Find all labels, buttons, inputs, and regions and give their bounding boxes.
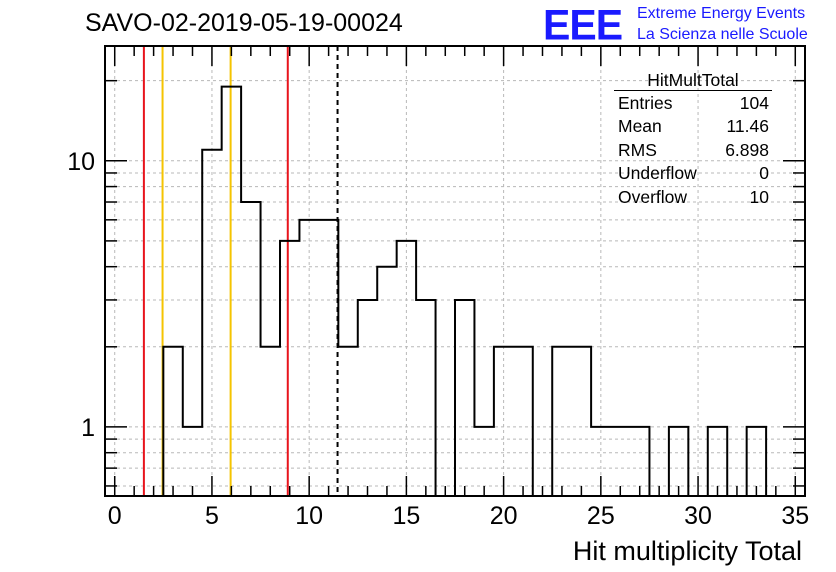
stats-label: Entries — [618, 93, 673, 113]
stats-title: HitMultTotal — [614, 70, 772, 91]
stats-label: Mean — [618, 116, 662, 137]
x-tick-label: 30 — [684, 502, 712, 530]
axis-labels: 0 5 10 15 20 25 30 35 1 10 — [67, 148, 809, 530]
x-tick-label: 15 — [392, 502, 420, 530]
stats-row-underflow: Underflow 0 — [611, 162, 775, 185]
stats-row-rms: RMS 6.898 — [611, 139, 775, 162]
x-tick-label: 5 — [205, 502, 219, 530]
stats-value: 6.898 — [725, 139, 769, 160]
y-tick-label: 1 — [81, 414, 95, 442]
stats-value: 10 — [749, 186, 769, 207]
x-tick-label: 10 — [295, 502, 323, 530]
stats-row-overflow: Overflow 10 — [611, 186, 775, 209]
logo-line-1: Extreme Energy Events — [637, 5, 806, 22]
logo-line-2: La Scienza nelle Scuole — [637, 26, 808, 43]
stats-row-entries: Entries 104 — [611, 92, 775, 115]
stats-row-mean: Mean 11.46 — [611, 115, 775, 138]
stats-value: 11.46 — [726, 116, 770, 137]
axis-ticks — [105, 46, 805, 496]
x-tick-label: 20 — [490, 502, 518, 530]
stats-label: RMS — [618, 139, 657, 160]
stats-value: 104 — [739, 93, 769, 113]
x-tick-label: 35 — [781, 502, 809, 530]
logo-mark: EEE — [543, 0, 623, 50]
y-tick-label: 10 — [67, 148, 95, 176]
x-axis-title: Hit multiplicity Total — [573, 536, 802, 566]
plot-frame — [104, 45, 806, 497]
stats-label: Underflow — [618, 163, 697, 184]
stats-value: 0 — [759, 163, 769, 184]
stats-label: Overflow — [618, 186, 688, 207]
x-tick-label: 25 — [587, 502, 615, 530]
page-title: SAVO-02-2019-05-19-00024 — [85, 9, 403, 37]
stats-box: HitMultTotal Entries 104 Mean 11.46 RMS … — [611, 70, 775, 209]
x-tick-label: 0 — [108, 502, 122, 530]
